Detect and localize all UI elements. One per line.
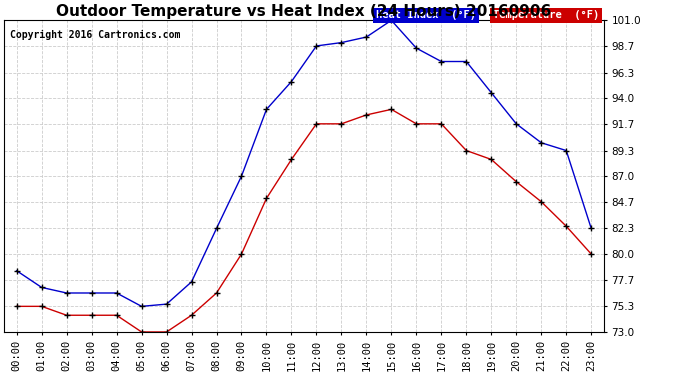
Text: Heat Index  (°F): Heat Index (°F) — [376, 10, 476, 20]
Text: Temperature  (°F): Temperature (°F) — [493, 10, 599, 20]
Title: Outdoor Temperature vs Heat Index (24 Hours) 20160906: Outdoor Temperature vs Heat Index (24 Ho… — [57, 4, 551, 19]
Text: Copyright 2016 Cartronics.com: Copyright 2016 Cartronics.com — [10, 30, 181, 40]
